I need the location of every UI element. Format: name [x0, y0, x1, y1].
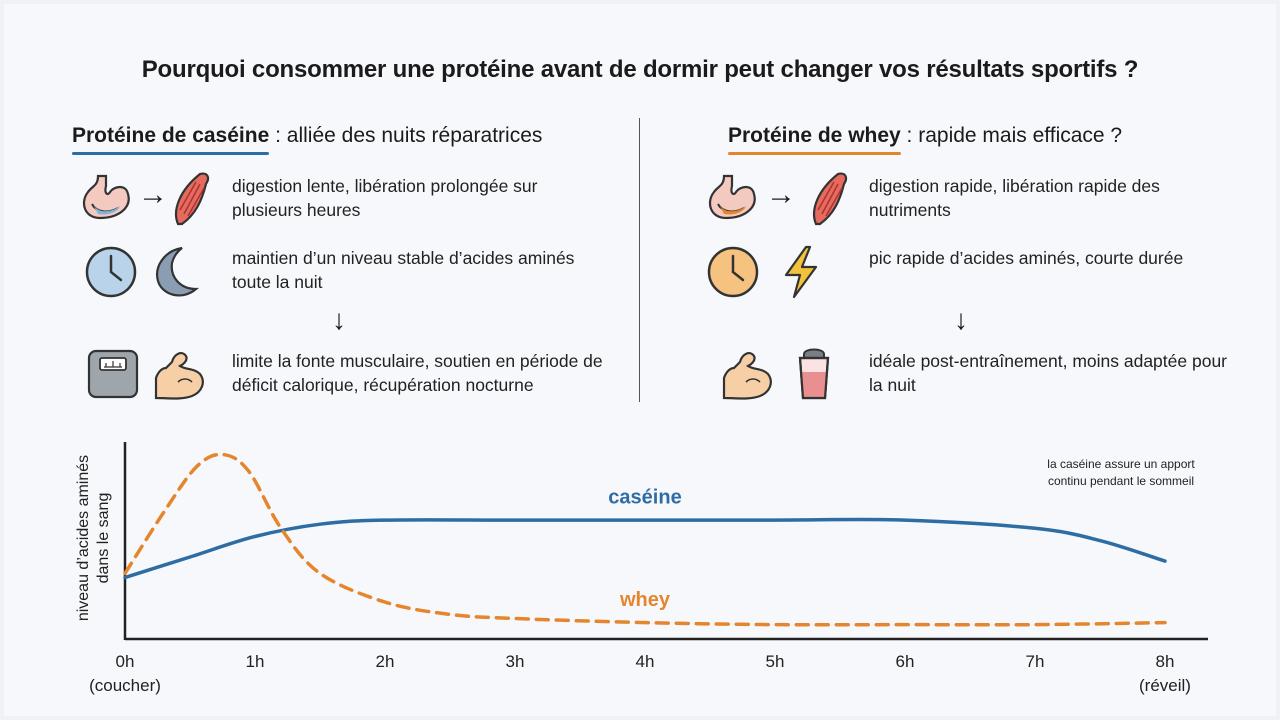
page-title: Pourquoi consommer une protéine avant de…: [141, 56, 1139, 83]
stomach-icon: [708, 174, 756, 220]
x-tick-label: 8h: [1156, 652, 1175, 671]
flexed-arm-icon: [154, 352, 204, 400]
y-axis-label: niveau d’acides aminés: [75, 455, 92, 621]
casein-row-2-text: maintien d’un niveau stable d’acides ami…: [232, 248, 575, 292]
whey-heading-rest: : rapide mais efficace ?: [900, 124, 1123, 147]
x-tick-sublabel: (réveil): [1139, 676, 1191, 695]
casein-heading-rest: : alliée des nuits réparatrices: [269, 124, 543, 147]
muscle-icon: [812, 172, 848, 226]
casein-heading-bold: Protéine de caséine: [72, 124, 270, 147]
muscle-icon: [174, 172, 210, 226]
x-tick-label: 1h: [246, 652, 265, 671]
whey-line: [123, 452, 1167, 627]
x-tick-label: 7h: [1026, 652, 1045, 671]
column-divider: [639, 118, 640, 402]
chart-annotation: continu pendant le sommeil: [1048, 474, 1194, 488]
whey-series-label: whey: [619, 589, 671, 611]
whey-row-3-text: idéale post-entraînement, moins adaptée …: [869, 351, 1228, 395]
flexed-arm-icon: [722, 352, 772, 400]
whey-heading-bold: Protéine de whey: [728, 124, 901, 147]
clock-icon: [707, 246, 759, 298]
stomach-icon: [82, 174, 130, 220]
x-tick-label: 4h: [636, 652, 655, 671]
casein-heading: Protéine de caséine : alliée des nuits r…: [72, 124, 543, 155]
whey-row-2-text: pic rapide d’acides aminés, courte durée: [869, 248, 1184, 268]
casein-row-3-text: limite la fonte musculaire, soutien en p…: [232, 351, 603, 395]
x-tick-label: 5h: [766, 652, 785, 671]
page-background: [4, 4, 1276, 716]
x-tick-label: 6h: [896, 652, 915, 671]
x-tick-label: 3h: [506, 652, 525, 671]
whey-row-1-text: digestion rapide, libération rapide des …: [869, 176, 1160, 220]
x-tick-sublabel: (coucher): [89, 676, 161, 695]
shaker-icon: [798, 348, 830, 400]
right-arrow-icon: →: [138, 178, 168, 211]
casein-underline: [72, 152, 270, 155]
down-arrow-icon: ↓: [332, 304, 346, 335]
clock-icon: [85, 246, 137, 298]
down-arrow-icon: ↓: [954, 304, 968, 335]
chart-annotation: la caséine assure un apport: [1047, 457, 1195, 471]
scale-icon: [87, 349, 139, 399]
casein-row-1-text: digestion lente, libération prolongée su…: [232, 176, 538, 220]
y-axis-label: dans le sang: [95, 493, 112, 584]
x-tick-label: 2h: [376, 652, 395, 671]
right-arrow-icon: →: [766, 178, 796, 211]
lightning-icon: [784, 245, 818, 299]
whey-underline: [728, 152, 901, 155]
moon-icon: [156, 246, 199, 297]
casein-line: [123, 517, 1167, 580]
whey-heading: Protéine de whey : rapide mais efficace …: [728, 124, 1123, 155]
casein-series-label: caséine: [608, 487, 681, 509]
x-tick-label: 0h: [116, 652, 135, 671]
